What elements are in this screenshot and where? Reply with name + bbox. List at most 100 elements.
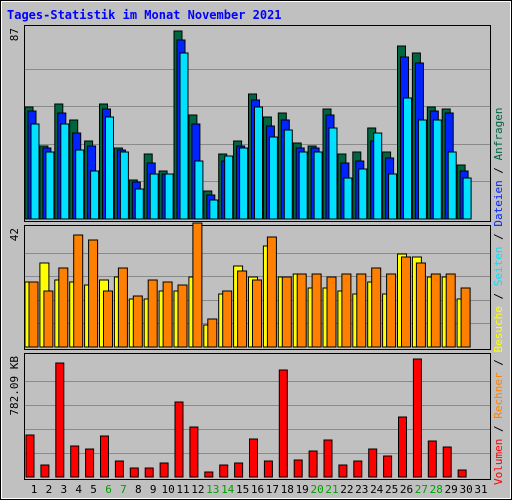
legend-right: Volumen / Rechner / Besuche / Seiten / D… — [492, 107, 505, 485]
bar-seiten-day-13 — [209, 199, 219, 220]
bar-seiten-day-28 — [432, 119, 442, 220]
bar-seiten-day-15 — [239, 147, 249, 220]
x-tick-label: 7 — [120, 483, 127, 496]
bar-rechner-day-18 — [281, 276, 292, 348]
x-tick-label: 16 — [251, 483, 264, 496]
bar-volumen-day-3 — [55, 362, 65, 478]
bar-volumen-day-6 — [100, 435, 109, 478]
bar-rechner-day-26 — [401, 256, 411, 348]
series-seiten — [30, 52, 472, 220]
x-tick-label: 6 — [105, 483, 112, 496]
y-max-label-top: 87 — [8, 28, 21, 41]
bar-seiten-day-3 — [60, 123, 70, 220]
legend-separator: / — [492, 353, 505, 373]
bar-rechner-day-24 — [371, 267, 382, 348]
bar-rechner-day-7 — [117, 267, 128, 348]
bar-volumen-day-1 — [25, 434, 35, 478]
bar-rechner-day-22 — [341, 273, 352, 348]
x-tick-label: 22 — [340, 483, 353, 496]
bar-seiten-day-9 — [149, 173, 159, 220]
legend-separator: / — [492, 160, 505, 180]
legend-seiten: Seiten — [492, 247, 505, 287]
x-tick-label: 24 — [370, 483, 384, 496]
x-tick-label: 21 — [325, 483, 338, 496]
bar-rechner-day-20 — [311, 273, 322, 348]
x-tick-label: 31 — [474, 483, 487, 496]
bar-volumen-day-26 — [398, 416, 407, 478]
chart-title: Tages-Statistik im Monat November 2021 — [7, 8, 282, 22]
bar-volumen-day-19 — [293, 459, 303, 478]
bar-rechner-day-9 — [147, 279, 158, 348]
x-tick-label: 15 — [236, 483, 249, 496]
bar-volumen-day-7 — [114, 460, 124, 478]
x-tick-label: 10 — [161, 483, 174, 496]
x-tick-label: 17 — [266, 483, 279, 496]
bar-volumen-day-16 — [249, 438, 258, 478]
bar-seiten-day-24 — [373, 132, 383, 220]
bar-volumen-day-14 — [219, 464, 229, 478]
bar-volumen-day-23 — [353, 460, 363, 478]
bar-volumen-day-4 — [70, 445, 80, 478]
bar-volumen-day-30 — [457, 469, 467, 478]
x-tick-label: 11 — [176, 483, 189, 496]
series-rechner — [28, 222, 471, 348]
bar-seiten-day-20 — [313, 151, 323, 220]
bar-rechner-day-6 — [103, 290, 113, 348]
bar-volumen-day-20 — [308, 450, 318, 478]
x-tick-label: 30 — [459, 483, 472, 496]
y-max-label-middle: 42 — [8, 228, 21, 241]
bar-seiten-day-1 — [30, 123, 40, 220]
bar-seiten-day-21 — [328, 127, 338, 220]
bar-seiten-day-16 — [254, 106, 263, 220]
bar-volumen-day-5 — [85, 448, 95, 478]
x-tick-label: 1 — [31, 483, 38, 496]
bar-rechner-day-2 — [43, 290, 54, 348]
legend-rechner: Rechner — [492, 372, 505, 419]
series-volumen — [25, 358, 467, 478]
x-tick-label: 27 — [415, 483, 428, 496]
x-tick-label: 4 — [75, 483, 82, 496]
bar-seiten-day-25 — [388, 173, 398, 220]
bar-seiten-day-8 — [134, 188, 144, 220]
legend-separator: / — [492, 227, 505, 247]
bar-volumen-day-21 — [323, 439, 333, 478]
bar-volumen-day-15 — [234, 462, 244, 478]
y-max-label-bottom: 782.09 KB — [8, 356, 21, 416]
bar-rechner-day-27 — [415, 262, 426, 348]
bar-seiten-day-27 — [417, 119, 427, 220]
bar-seiten-day-19 — [298, 151, 308, 220]
bar-volumen-day-11 — [174, 401, 184, 478]
panel-middle: 42 — [8, 222, 491, 350]
bar-seiten-day-29 — [447, 151, 457, 220]
x-tick-label: 20 — [310, 483, 323, 496]
bar-volumen-day-9 — [144, 467, 154, 478]
legend-dateien: Dateien — [492, 180, 505, 226]
bar-volumen-day-10 — [159, 462, 169, 478]
x-tick-label: 14 — [221, 483, 235, 496]
x-tick-label: 5 — [90, 483, 97, 496]
bar-rechner-day-12 — [192, 222, 203, 348]
bar-rechner-day-16 — [252, 279, 262, 348]
panel-bottom: 782.09 KB — [8, 353, 491, 480]
x-tick-label: 12 — [191, 483, 204, 496]
x-tick-label: 25 — [385, 483, 398, 496]
x-tick-label: 2 — [46, 483, 53, 496]
bar-volumen-day-13 — [204, 471, 214, 478]
x-tick-label: 19 — [296, 483, 309, 496]
bar-rechner-day-15 — [237, 270, 248, 348]
bar-rechner-day-8 — [132, 295, 143, 348]
bar-volumen-day-24 — [368, 448, 378, 478]
legend-separator: / — [492, 286, 505, 306]
bar-rechner-day-28 — [430, 273, 441, 348]
bar-seiten-day-10 — [164, 173, 174, 220]
bar-volumen-day-12 — [189, 426, 199, 478]
bar-rechner-day-21 — [326, 276, 337, 348]
legend-volumen: Volumen — [492, 439, 505, 485]
bar-rechner-day-17 — [266, 236, 277, 348]
bar-seiten-day-6 — [105, 116, 114, 220]
bar-seiten-day-12 — [194, 160, 204, 220]
bar-rechner-day-5 — [88, 239, 99, 348]
